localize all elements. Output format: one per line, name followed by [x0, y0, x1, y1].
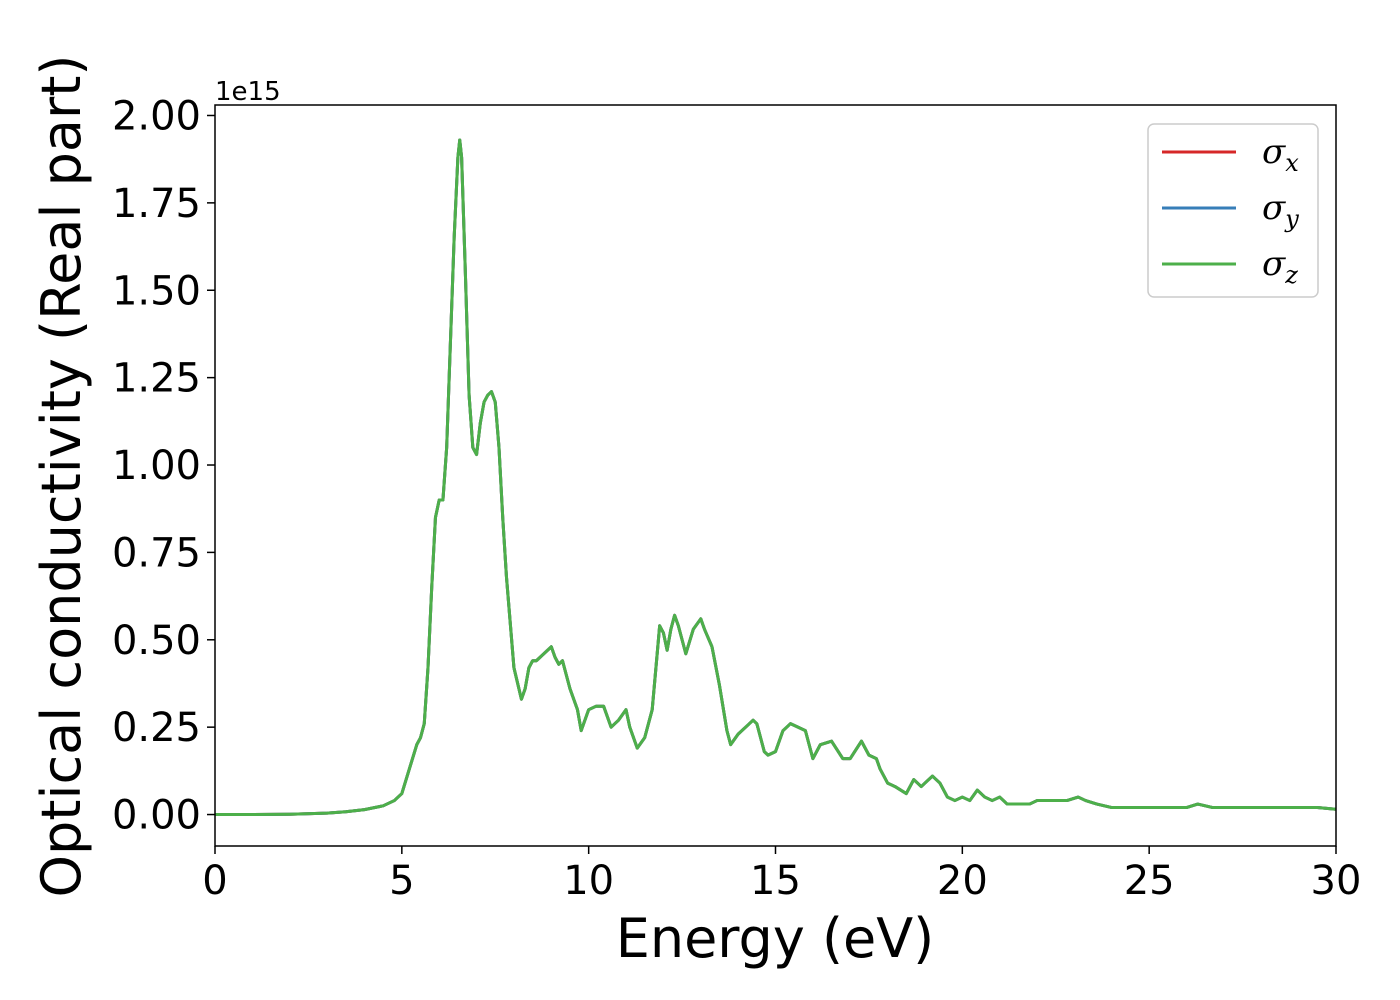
y-axis-title: Optical conductivity (Real part)	[30, 55, 93, 898]
y-tick-label: 1.50	[112, 268, 201, 314]
x-axis-title: Energy (eV)	[616, 907, 935, 970]
y-tick-label: 0.00	[112, 793, 201, 839]
legend-box	[1147, 123, 1319, 298]
x-tick-label: 30	[1311, 858, 1362, 904]
x-tick-label: 0	[202, 858, 227, 904]
x-tick-label: 10	[563, 858, 614, 904]
x-tick-label: 25	[1124, 858, 1175, 904]
x-tick-label: 5	[389, 858, 414, 904]
y-tick-label: 0.50	[112, 618, 201, 664]
y-tick-label: 1.75	[112, 181, 201, 227]
y-tick-label: 1.00	[112, 443, 201, 489]
series-line-sigma-z	[215, 138, 1336, 817]
y-tick-label: 2.00	[112, 93, 201, 139]
y-tick-label: 0.75	[112, 530, 201, 576]
y-tick-label: 1.25	[112, 356, 201, 402]
y-tick-label: 0.25	[112, 705, 201, 751]
y-axis-offset-label: 1e15	[215, 77, 281, 107]
legend-label-sigma-y: σy	[1262, 188, 1299, 233]
x-tick-label: 15	[750, 858, 801, 904]
x-tick-label: 20	[937, 858, 988, 904]
